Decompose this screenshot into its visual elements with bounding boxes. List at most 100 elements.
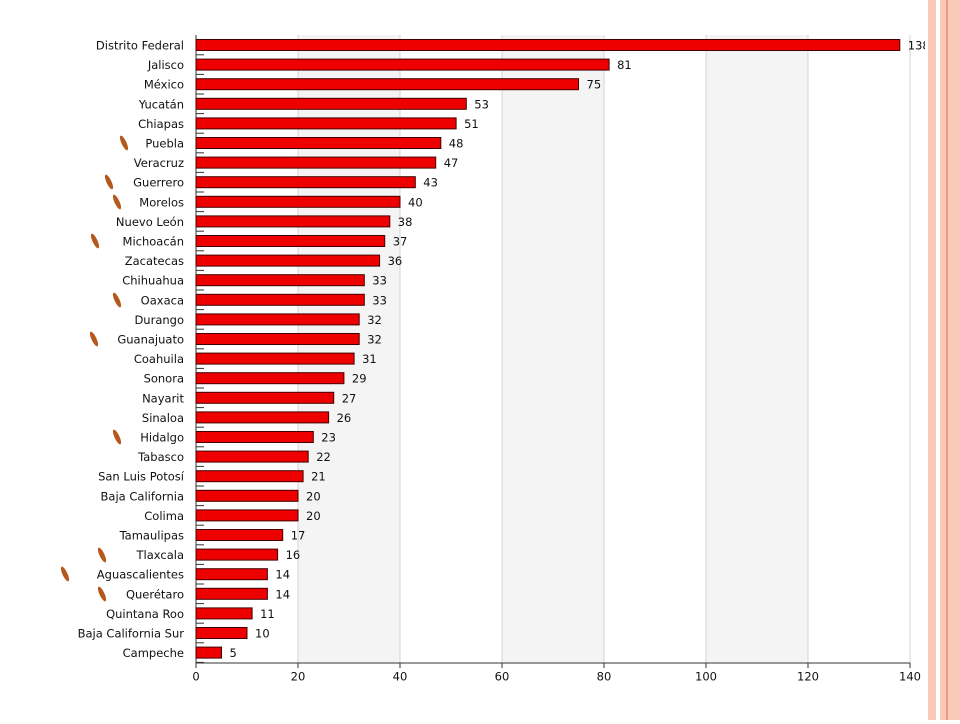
value-label: 53 — [474, 97, 489, 111]
value-label: 32 — [367, 313, 382, 327]
value-label: 47 — [444, 156, 459, 170]
x-tick-label: 120 — [797, 670, 819, 684]
x-tick-label: 80 — [597, 670, 612, 684]
value-label: 138 — [908, 39, 930, 53]
y-tick-label: Colima — [144, 509, 184, 523]
value-label: 81 — [617, 58, 632, 72]
bar — [195, 627, 248, 639]
bar — [195, 352, 355, 365]
bar — [195, 78, 579, 91]
value-label: 29 — [352, 372, 367, 386]
x-tick-label: 60 — [495, 670, 510, 684]
value-label: 16 — [286, 548, 301, 562]
y-tick-label: Sonora — [144, 372, 184, 386]
bar — [195, 568, 268, 581]
bar — [195, 431, 314, 443]
y-tick-label: Distrito Federal — [96, 39, 184, 53]
value-label: 14 — [275, 587, 290, 601]
bar — [195, 489, 299, 502]
grid-band — [706, 35, 808, 663]
value-label: 20 — [306, 509, 321, 523]
y-tick-label: Campeche — [123, 646, 184, 660]
y-tick-label: Puebla — [145, 137, 184, 151]
y-tick-label: Tabasco — [137, 450, 184, 464]
y-tick-label: Baja California — [101, 489, 184, 503]
value-label: 36 — [388, 254, 403, 268]
x-tick-label: 20 — [291, 670, 306, 684]
value-label: 5 — [230, 646, 237, 660]
bar — [195, 195, 401, 208]
value-label: 48 — [449, 137, 464, 151]
border-decoration — [936, 0, 940, 720]
bar — [195, 509, 299, 522]
value-label: 17 — [291, 529, 306, 543]
y-tick-label: Baja California Sur — [78, 627, 185, 641]
bar — [195, 235, 386, 247]
bar — [195, 117, 457, 130]
y-tick-label: San Luis Potosí — [98, 470, 185, 484]
x-tick-label: 140 — [899, 670, 921, 684]
chili-icons — [60, 135, 129, 602]
grid-band — [502, 35, 604, 663]
bar — [195, 391, 335, 404]
bar — [195, 411, 330, 424]
bar — [195, 97, 467, 110]
value-label: 37 — [393, 235, 408, 249]
border-decoration — [946, 0, 948, 720]
bar — [195, 215, 391, 228]
y-tick-label: Coahuila — [134, 352, 184, 366]
bar — [195, 293, 365, 306]
bar — [195, 529, 284, 541]
value-label: 27 — [342, 391, 357, 405]
y-tick-label: Morelos — [139, 195, 184, 209]
bar — [195, 607, 253, 620]
value-label: 31 — [362, 352, 377, 366]
y-tick-label: Chihuahua — [122, 274, 184, 288]
y-tick-label: Veracruz — [134, 156, 184, 170]
y-tick-label: Jalisco — [147, 58, 184, 72]
value-label: 23 — [321, 431, 336, 445]
y-tick-label: Querétaro — [126, 587, 184, 601]
value-label: 11 — [260, 607, 275, 621]
x-tick-label: 0 — [192, 670, 199, 684]
bar — [195, 254, 381, 267]
y-tick-label: Hidalgo — [140, 431, 184, 445]
y-tick-label: Sinaloa — [142, 411, 184, 425]
y-tick-label: Yucatán — [138, 97, 184, 111]
x-tick-label: 100 — [695, 670, 717, 684]
value-label: 21 — [311, 470, 326, 484]
x-tick-label: 40 — [393, 670, 408, 684]
value-label: 75 — [587, 78, 602, 92]
value-label: 51 — [464, 117, 479, 131]
bar — [195, 39, 901, 51]
bar — [195, 58, 610, 71]
y-tick-label: Guerrero — [133, 176, 184, 190]
bar — [195, 156, 437, 169]
y-tick-label: Zacatecas — [125, 254, 184, 268]
bar — [195, 274, 365, 287]
border-decoration — [928, 0, 960, 720]
y-tick-label: Oaxaca — [141, 293, 184, 307]
value-label: 26 — [337, 411, 352, 425]
value-label: 10 — [255, 627, 270, 641]
bands — [195, 35, 911, 668]
bar — [195, 587, 268, 600]
bar — [195, 372, 345, 385]
value-label: 33 — [372, 293, 387, 307]
plot: 1388175535148474340383736333332323129272… — [195, 39, 930, 660]
value-label: 22 — [316, 450, 331, 464]
y-tick-label: Tlaxcala — [136, 548, 184, 562]
y-tick-label: Quintana Roo — [106, 607, 184, 621]
value-label: 14 — [275, 568, 290, 582]
bar — [195, 450, 309, 463]
value-label: 40 — [408, 195, 423, 209]
y-tick-label: Chiapas — [138, 117, 184, 131]
y-tick-label: Nayarit — [142, 391, 184, 405]
y-tick-label: Durango — [134, 313, 184, 327]
bar — [195, 176, 416, 189]
bar — [195, 548, 279, 561]
y-tick-label: Guanajuato — [117, 333, 184, 347]
bar — [195, 137, 442, 149]
